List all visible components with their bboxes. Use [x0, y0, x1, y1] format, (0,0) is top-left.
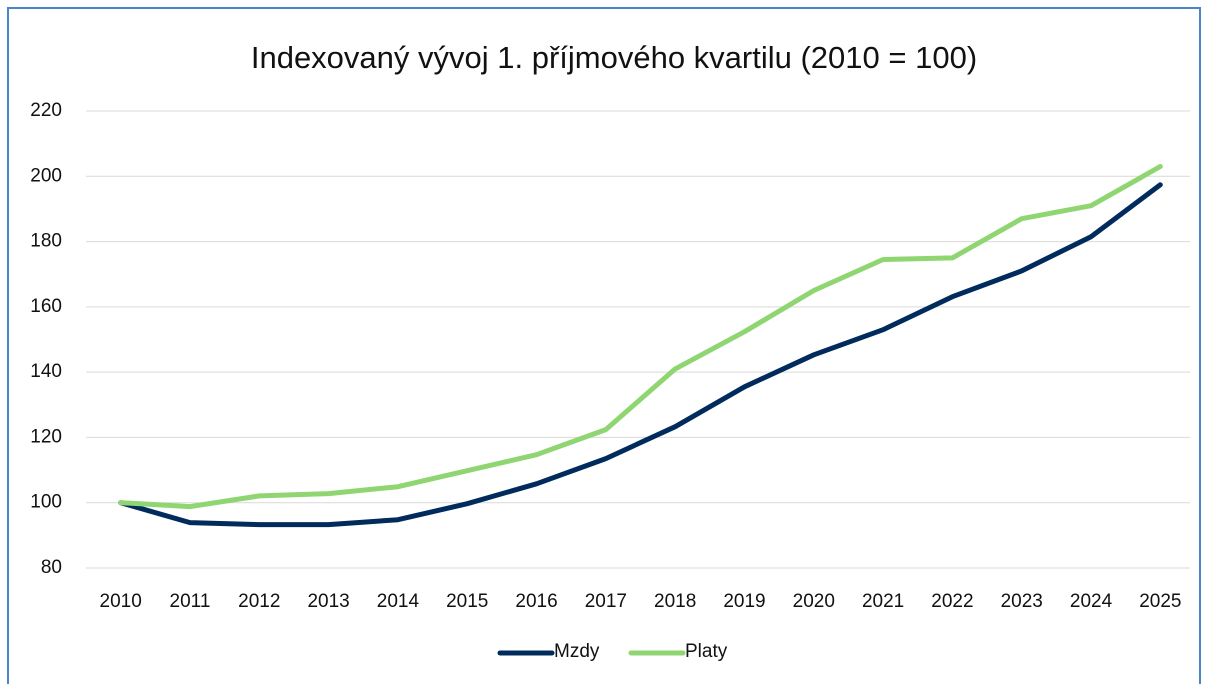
x-tick-label: 2016 [515, 591, 557, 612]
x-tick-label: 2018 [654, 591, 696, 612]
x-tick-label: 2014 [377, 591, 420, 612]
x-tick-label: 2013 [307, 591, 349, 612]
legend-label: Mzdy [554, 641, 600, 662]
x-tick-label: 2015 [446, 591, 488, 612]
y-tick-label: 160 [30, 296, 62, 317]
x-tick-label: 2023 [1001, 591, 1043, 612]
x-tick-label: 2022 [931, 591, 973, 612]
frame [7, 7, 1201, 684]
x-tick-label: 2024 [1070, 591, 1113, 612]
chart-title: Indexovaný vývoj 1. příjmového kvartilu … [251, 40, 977, 75]
x-tick-label: 2012 [238, 591, 280, 612]
x-tick-label: 2017 [585, 591, 627, 612]
y-tick-label: 80 [41, 557, 62, 578]
series-line [118, 182, 1163, 528]
x-tick-label: 2011 [170, 591, 211, 612]
x-tick-label: 2010 [100, 591, 142, 612]
y-tick-label: 200 [30, 165, 62, 186]
x-tick-label: 2019 [723, 591, 765, 612]
y-tick-label: 100 [30, 492, 62, 513]
x-tick-label: 2020 [793, 591, 835, 612]
y-tick-label: 220 [30, 100, 62, 121]
x-tick-label: 2021 [862, 591, 904, 612]
x-tick-label: 2025 [1139, 591, 1181, 612]
legend-label: Platy [685, 641, 728, 662]
series-line [118, 164, 1163, 510]
y-tick-label: 180 [30, 231, 62, 252]
y-tick-label: 120 [30, 426, 62, 447]
y-tick-label: 140 [30, 361, 62, 382]
